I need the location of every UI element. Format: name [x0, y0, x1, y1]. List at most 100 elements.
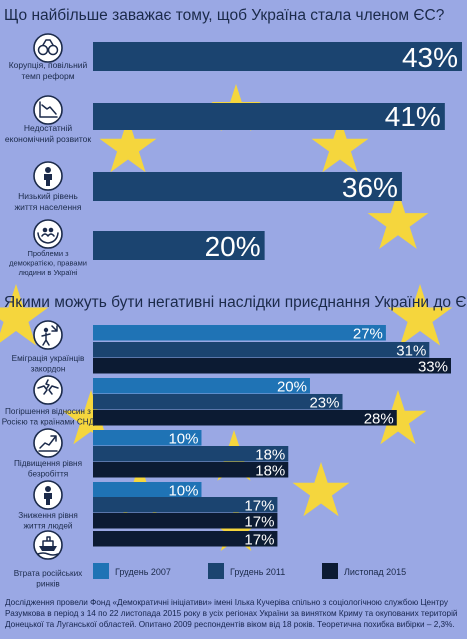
person-head: [45, 167, 51, 173]
people-bodies: [41, 233, 55, 237]
ship-hull: [39, 546, 57, 551]
icon-circle: [33, 428, 63, 458]
growth-arrow: [39, 435, 57, 449]
hand-right: [48, 385, 59, 395]
eu-star: [99, 118, 157, 173]
chart2-bar: [93, 394, 343, 410]
eu-star: [367, 191, 429, 249]
chart1-title: Що найбільше заважає тому, щоб Україна с…: [4, 7, 445, 24]
eu-star: [369, 390, 427, 445]
person-body: [44, 493, 52, 505]
chart2-category-label: Росією та країнами СНД: [2, 418, 95, 427]
chart2-bar: [93, 482, 202, 498]
chart1-bar: [93, 231, 265, 260]
chart2-bar: [93, 342, 430, 358]
ship-icon: [33, 530, 63, 560]
chart1-value-label: 41%: [385, 101, 441, 132]
chart2-value-label: 31%: [396, 343, 426, 360]
eu-star: [0, 284, 49, 346]
emigration-arrow: [51, 325, 58, 332]
chart2-value-label: 20%: [277, 379, 307, 396]
chart2-value-label: 23%: [309, 395, 339, 412]
chart2-value-label: 10%: [168, 483, 198, 500]
chart2-value-label: 17%: [244, 532, 274, 549]
chart2-bar: [93, 531, 278, 547]
chart2-category-label: закордон: [31, 365, 66, 374]
chart1-bar: [93, 103, 445, 130]
person-body: [44, 174, 52, 186]
chart2-bar: [93, 325, 386, 341]
chart2-value-label: 10%: [168, 431, 198, 448]
chart1-category-label: життя населення: [15, 202, 82, 212]
people-head-b: [48, 227, 54, 233]
eu-star: [62, 390, 120, 445]
chart2-value-label: 17%: [244, 514, 274, 531]
chart1-category-label: Корупція, повільний: [9, 60, 88, 70]
eu-star: [387, 284, 453, 346]
chart2-bar: [93, 378, 310, 394]
chart1-value-label: 43%: [402, 42, 458, 73]
chart2-category-label: Зниження рівня: [18, 511, 78, 520]
legend-label: Грудень 2011: [230, 567, 285, 577]
break-mark: [45, 379, 50, 389]
chart2-value-label: 17%: [244, 498, 274, 515]
chart2-value-label: 33%: [418, 359, 448, 376]
hand-left: [37, 385, 48, 395]
chart1-category-label: Низький рівень: [18, 191, 78, 201]
chart2-bar: [93, 410, 397, 426]
chart2-value-label: 28%: [364, 411, 394, 428]
legend-swatch: [93, 563, 109, 579]
chart2-bar: [93, 430, 202, 446]
chart2-category-label: Втрата російських: [14, 569, 83, 578]
footnote: Дослідження провели Фонд «Демократичні і…: [5, 598, 458, 629]
chart2-title: Якими можуть бути негативні наслідки при…: [4, 294, 467, 311]
chart2-bar: [93, 446, 289, 462]
graph-axes: [39, 101, 58, 118]
chart2-category-label: Погіршення відносин з: [5, 407, 91, 416]
chart1-value-label: 36%: [342, 172, 398, 203]
chart2-value-label: 27%: [353, 326, 383, 343]
eu-star: [292, 462, 350, 517]
handcuffs-icon: [33, 33, 63, 63]
chart2-category-label: життя людей: [24, 522, 73, 531]
ship-deck: [42, 536, 54, 547]
chart2-bar: [93, 497, 278, 513]
chart1-value-label: 20%: [205, 231, 261, 262]
legend-label: Листопад 2015: [344, 567, 406, 577]
water-wave: [37, 552, 59, 556]
chart2-category-label: Підвищення рівня: [14, 459, 82, 468]
chart2-value-label: 18%: [255, 447, 285, 464]
hands: [37, 232, 59, 244]
chart1-category-label: економічний розвиток: [5, 134, 91, 144]
legend-swatch: [208, 563, 224, 579]
chart2-value-label: 18%: [255, 463, 285, 480]
eu-star: [311, 118, 369, 173]
broken-handshake-icon: [33, 375, 63, 405]
icon-circle: [33, 33, 63, 63]
handcuff-chain: [42, 39, 54, 46]
chart2-bar: [93, 358, 451, 374]
chart1-bar: [93, 172, 402, 201]
legend-swatch: [322, 563, 338, 579]
legend-label: Грудень 2007: [115, 567, 171, 577]
chart2-bar: [93, 513, 278, 529]
chart1-category-label: Проблеми з: [27, 249, 69, 258]
emigrant-body: [41, 332, 51, 346]
people-head-a: [42, 227, 48, 233]
icon-circle: [33, 530, 63, 560]
chart2-category-label: Еміграція українців: [12, 354, 85, 363]
chart2-bar: [93, 462, 289, 478]
chart1-category-label: темп реформ: [21, 71, 74, 81]
people-in-hands-icon: [33, 219, 63, 249]
emigration-icon: [33, 320, 63, 350]
person-head: [45, 486, 51, 492]
icon-circle: [33, 95, 63, 125]
declining-graph-icon: [33, 95, 63, 125]
graph-line: [41, 104, 57, 115]
chart1-bar: [93, 42, 462, 71]
growth-arrow-icon: [33, 428, 63, 458]
person-icon: [33, 161, 63, 191]
chart1-category-label: Недостатній: [24, 123, 72, 133]
